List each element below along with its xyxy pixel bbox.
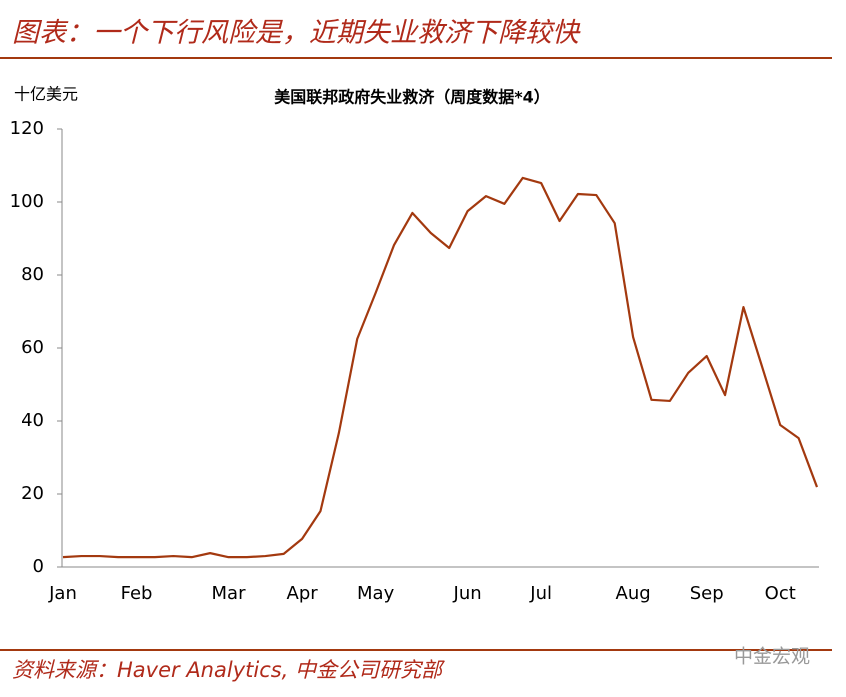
x-tick-label: Oct [765,583,796,604]
x-tick-label: Jan [48,583,77,604]
x-tick-label: Aug [616,583,651,604]
x-tick-label: Apr [287,583,319,604]
y-tick-label: 0 [33,556,44,577]
y-axis-label: 十亿美元 [14,85,78,104]
chart-title: 美国联邦政府失业救济（周度数据*4） [274,88,550,107]
x-tick-label: Jul [529,583,552,604]
x-tick-label: May [357,583,395,604]
x-tick-label: Mar [212,583,247,604]
y-tick-label: 20 [21,483,44,504]
y-tick-label: 60 [21,337,44,358]
y-tick-label: 120 [10,118,44,139]
y-tick-label: 100 [10,191,44,212]
header-title: 图表：一个下行风险是，近期失业救济下降较快 [12,18,581,49]
x-tick-label: Sep [690,583,724,604]
data-line [62,176,819,559]
y-tick-label: 80 [21,264,44,285]
x-tick-label: Feb [121,583,153,604]
watermark: 中金宏观 [734,646,810,668]
source-note: 资料来源：Haver Analytics, 中金公司研究部 [12,658,445,682]
x-tick-label: Jun [453,583,482,604]
y-tick-label: 40 [21,410,44,431]
